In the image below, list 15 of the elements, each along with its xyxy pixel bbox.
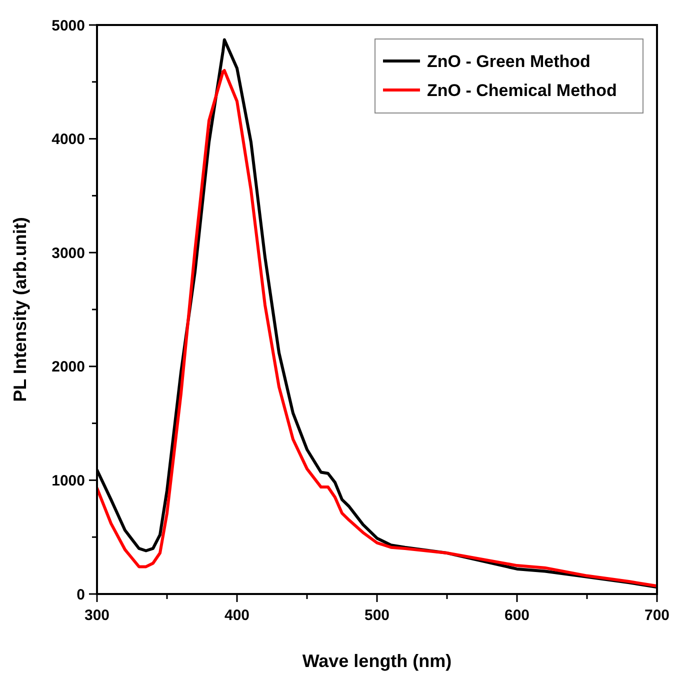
x-tick-label: 400: [224, 607, 250, 624]
x-tick-label: 500: [364, 607, 390, 624]
x-tick-label: 600: [504, 607, 530, 624]
x-axis-title: Wave length (nm): [302, 651, 452, 671]
y-tick-label: 0: [76, 586, 85, 604]
x-tick-label: 700: [644, 607, 670, 624]
y-tick-label: 3000: [52, 244, 85, 262]
x-tick-label: 300: [84, 607, 110, 624]
y-axis-title: PL Intensity (arb.unit): [10, 217, 30, 402]
y-tick-label: 4000: [52, 131, 85, 148]
y-tick-label: 2000: [52, 358, 85, 376]
y-tick-label: 5000: [52, 17, 85, 34]
y-tick-label: 1000: [52, 472, 85, 490]
legend-label: ZnO - Chemical Method: [427, 80, 617, 100]
legend-label: ZnO - Green Method: [427, 52, 590, 71]
